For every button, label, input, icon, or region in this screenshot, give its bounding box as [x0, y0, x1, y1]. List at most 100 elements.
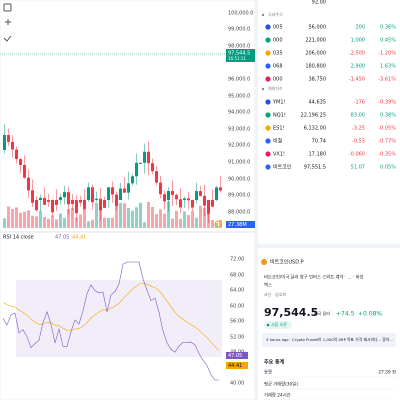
candle [187, 198, 190, 201]
candle [3, 135, 6, 150]
row-price: 17.180 [309, 152, 327, 158]
row-price: 206,000 [305, 51, 326, 57]
rsi-tick-label: 68.00 [230, 273, 244, 279]
watch-row[interactable]: 005 56,000 200 0.36% [265, 24, 396, 31]
rsi-line [2, 261, 219, 381]
volume-bar [187, 215, 190, 228]
symbol: 000 [273, 38, 283, 44]
watch-row[interactable]: 068 180,800 2,900 1.63% [265, 63, 396, 70]
volume-tag [226, 221, 255, 228]
candle [7, 135, 10, 142]
volume-bar [19, 212, 22, 228]
symbol-title: 비트코인USD.P [270, 259, 304, 266]
price-tick-label: 89,000.0 [228, 193, 250, 199]
candle [83, 200, 86, 209]
row-change-pct: -0.39% [378, 100, 396, 106]
volume-bar [63, 217, 66, 228]
candle [191, 200, 194, 208]
stat-label: 용량 [264, 369, 272, 376]
volume-bar [103, 217, 106, 228]
row-change: 2,900 [351, 64, 365, 70]
candle [111, 187, 114, 195]
candle [35, 200, 38, 211]
price-tick-label: 95,000.0 [228, 94, 250, 100]
volume-bar [175, 210, 178, 228]
volume-bar [147, 202, 150, 228]
rsi-ma: 44.41 [72, 235, 86, 241]
symbol-icon [265, 125, 271, 131]
volume-bar [87, 221, 90, 228]
icon[interactable] [3, 3, 12, 12]
candle [143, 151, 146, 163]
watch-row[interactable]: 비트코인 97,551.5 51.07 0.05% [265, 164, 396, 171]
row-price: 180,800 [305, 64, 326, 70]
volume-bar [167, 201, 170, 228]
watch-row[interactable]: NQ1! 22,196.25 83.00 0.38% [265, 112, 396, 119]
symbol-icon [265, 37, 271, 43]
status: 시장 오픈 [271, 321, 287, 327]
candle [99, 198, 102, 211]
symbol-icon [265, 151, 271, 157]
toolbar-icons[interactable] [3, 3, 12, 42]
price: 97,544.5 [264, 306, 318, 319]
divider [258, 244, 400, 248]
icon[interactable] [3, 35, 12, 42]
candle [119, 188, 122, 200]
candle [79, 200, 82, 203]
volume-bar [75, 217, 78, 228]
symbol: YM1! [272, 100, 286, 106]
volume-bar [159, 209, 162, 228]
watch-row[interactable]: 035 206,000 -2,500 -1.20% [265, 50, 396, 57]
watch-row[interactable]: 000 221,000 1,000 0.45% [265, 37, 396, 44]
candle [195, 191, 198, 200]
candle [15, 149, 18, 160]
volume-bar [51, 215, 54, 228]
symbol: 068 [273, 64, 283, 70]
volume-bar [55, 219, 58, 228]
last-price-tag [226, 49, 255, 62]
row-change: 200 [355, 25, 365, 31]
news-box[interactable] [262, 333, 396, 347]
volume-bar [99, 203, 102, 228]
last-price: 97,544.5 [228, 51, 250, 57]
rsi-tick-label: 40.00 [230, 381, 244, 387]
row-price: 221,000 [305, 38, 326, 44]
candle [211, 200, 214, 207]
volume-bar [163, 213, 166, 228]
watch-row[interactable]: YM1! 44,635 -176 -0.39% [265, 99, 396, 106]
price-tick-label: 96,000.0 [228, 77, 250, 83]
row-price: 56,000 [309, 25, 327, 31]
rsi-tick-label: 52.00 [230, 335, 244, 341]
watch-row[interactable]: VX1! 17.180 -0.060 -0.35% [265, 151, 396, 158]
row-change-pct: 0.45% [380, 38, 396, 44]
row-change: -0.060 [349, 152, 365, 158]
watch-row[interactable]: ES1! 6,132.00 -3.25 -0.05% [265, 125, 396, 132]
candle [103, 200, 106, 208]
symbol-icon [265, 50, 271, 56]
volume-bar [135, 207, 138, 228]
row-change-pct: 1.63% [380, 64, 396, 70]
symbol: 비철 [273, 138, 283, 145]
row-price: 38,750 [309, 77, 327, 83]
volume-bar [139, 202, 142, 228]
rsi-tick-label: 56.00 [230, 319, 244, 325]
candle [67, 192, 70, 205]
volume-bar [127, 208, 130, 228]
rsi-ma-line [2, 283, 220, 351]
ma-tag-value: 44.41 [228, 363, 242, 369]
watch-row[interactable]: 000 38,750 -1,450 -3.61% [265, 76, 396, 83]
coin-icon [261, 259, 267, 265]
volume-bar [107, 217, 110, 228]
candle [47, 200, 50, 202]
volume-bar [11, 209, 14, 228]
candle [59, 197, 62, 200]
candle [127, 183, 130, 193]
ma-tag [226, 362, 248, 369]
price-tick-label: 91,000.0 [228, 160, 250, 166]
rsi-tick-label: 64.00 [230, 288, 244, 294]
icon[interactable] [5, 19, 11, 25]
row-price: 22,196.25 [301, 113, 326, 119]
price-tick-label: 98,000.0 [228, 44, 250, 50]
watch-row[interactable]: 비철 70.74 -0.55 -0.77% [265, 138, 396, 145]
